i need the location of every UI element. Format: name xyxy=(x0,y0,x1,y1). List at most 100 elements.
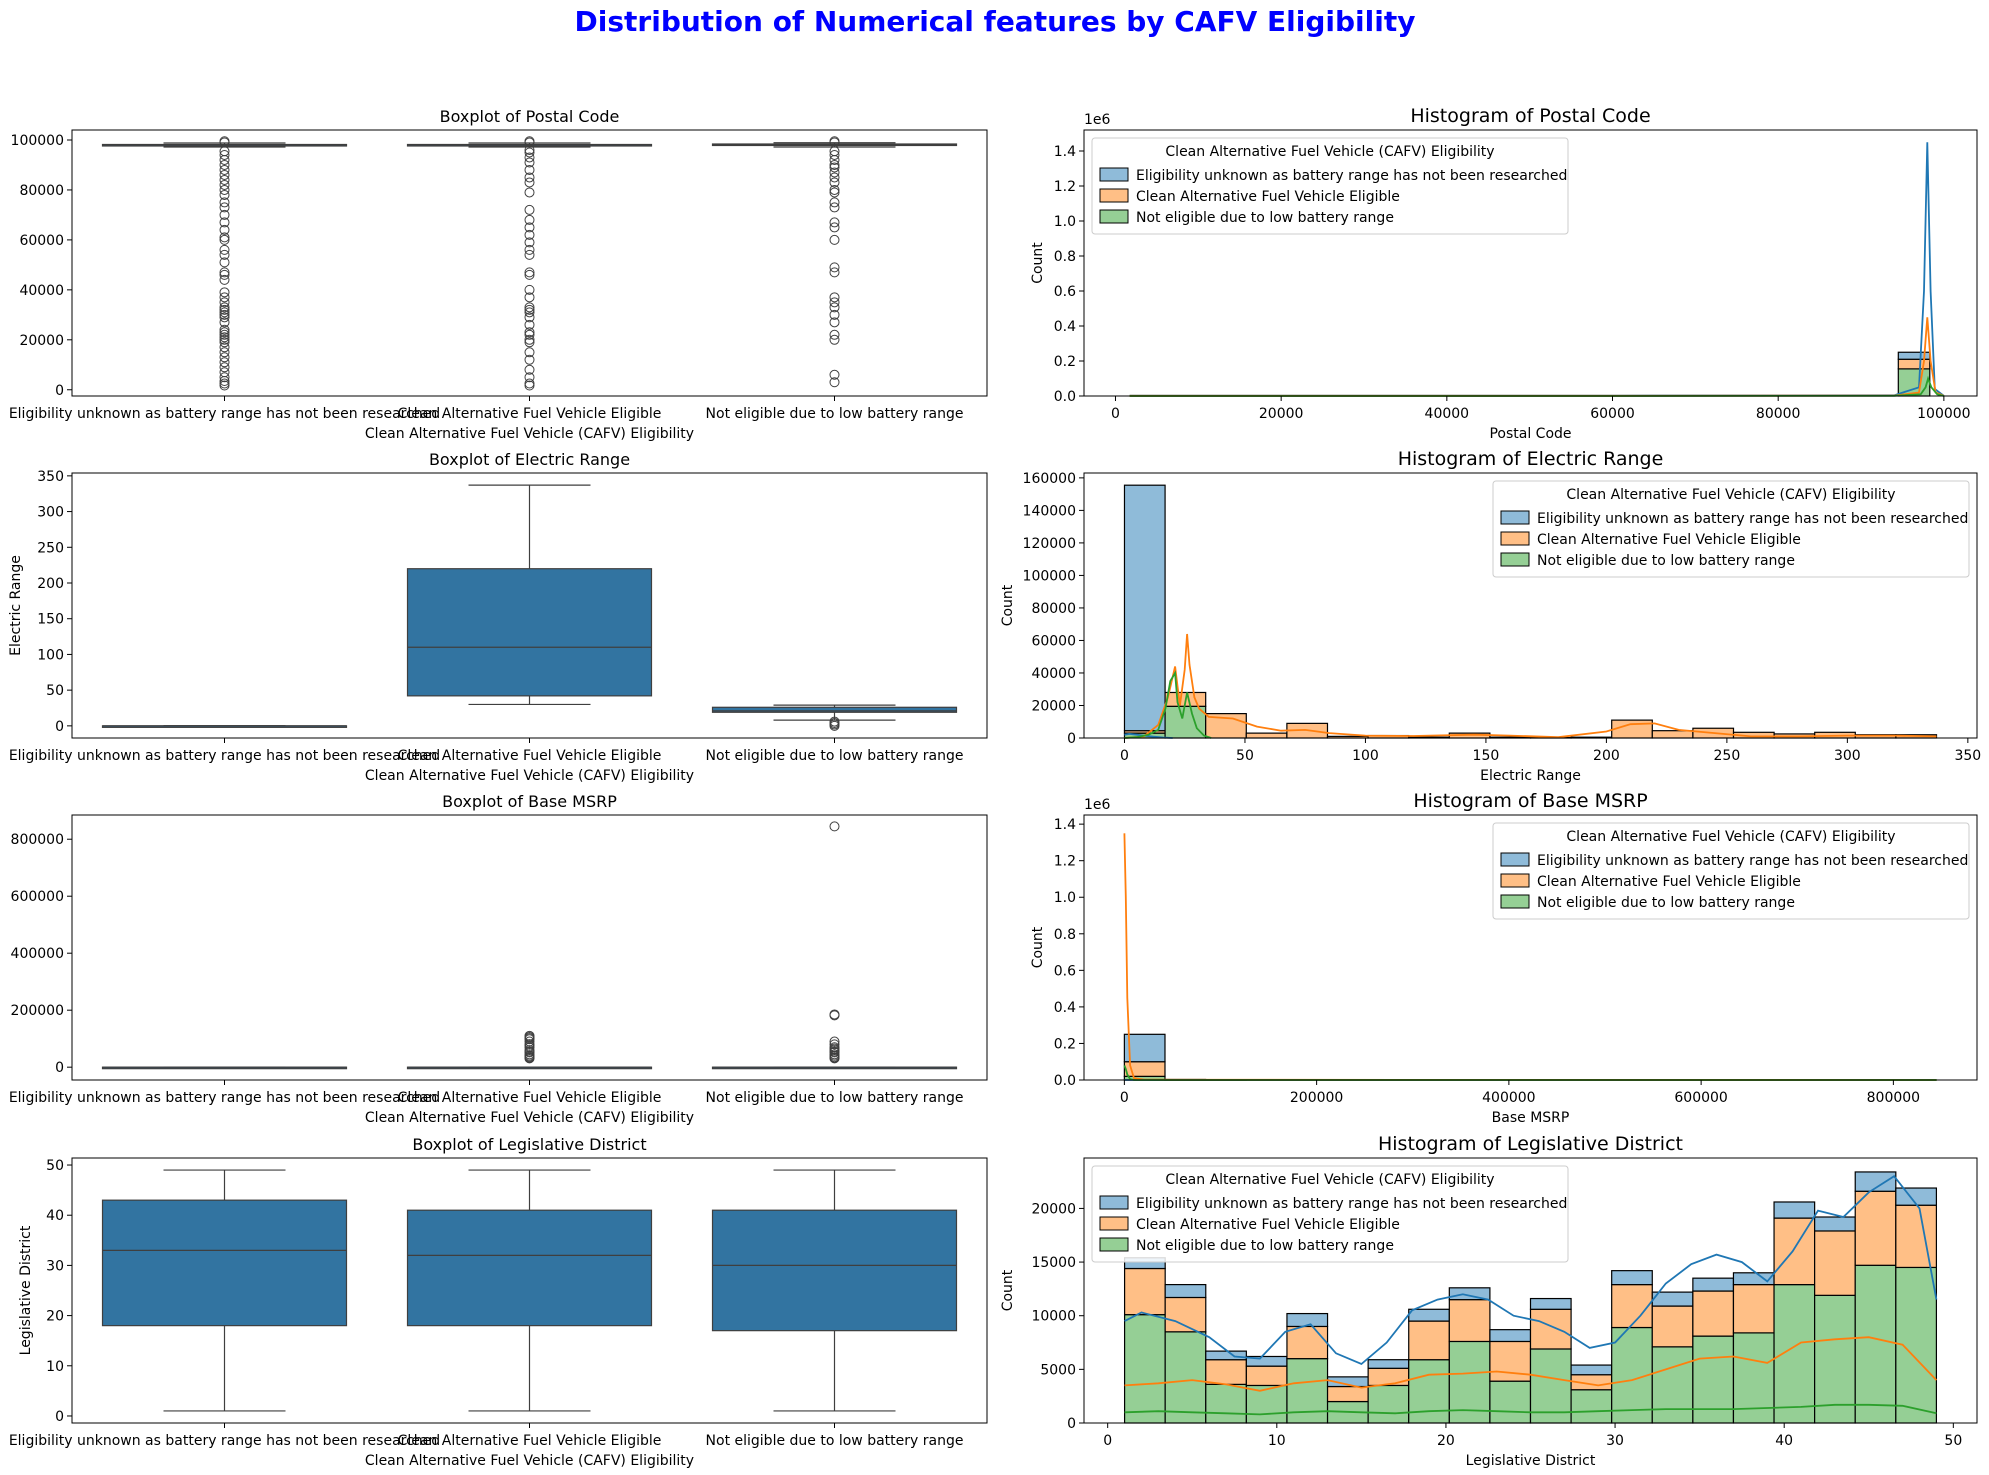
y-tick-label: 100000 xyxy=(11,133,64,149)
legend-label: Not eligible due to low battery range xyxy=(1136,210,1394,226)
box-flier xyxy=(219,287,230,298)
chart-title: Boxplot of Electric Range xyxy=(429,450,630,469)
hist-bar xyxy=(1529,1308,1572,1350)
box-flier xyxy=(524,302,535,313)
chart-title: Boxplot of Base MSRP xyxy=(442,792,617,811)
hist-bar xyxy=(1814,1230,1856,1296)
hist-bar xyxy=(1448,1287,1491,1301)
legend-box xyxy=(1091,1165,1569,1263)
box-flier xyxy=(219,209,230,220)
box-flier xyxy=(829,184,840,195)
box-flier xyxy=(219,334,230,345)
box-flier xyxy=(219,244,230,255)
chart-title: Boxplot of Legislative District xyxy=(412,1135,646,1154)
box-flier xyxy=(524,319,535,330)
hist-bar xyxy=(1651,730,1694,739)
y-tick-label: 150 xyxy=(37,612,64,628)
legend-box xyxy=(1492,822,1970,920)
x-tick-label: 60000 xyxy=(1590,406,1635,422)
x-tick-label: Eligibility unknown as battery range has… xyxy=(9,1433,440,1449)
box-flier xyxy=(219,267,230,278)
box-flier xyxy=(219,327,230,338)
y-tick-label: 50 xyxy=(46,683,64,699)
box-body xyxy=(711,1209,958,1332)
x-tick-label: 150 xyxy=(1473,748,1500,764)
box-flier xyxy=(219,136,230,147)
hist-bar xyxy=(1692,1290,1735,1337)
y-tick-label: 5000 xyxy=(1040,1362,1076,1378)
hist-bar xyxy=(1570,1364,1613,1376)
hist-bar xyxy=(1570,1389,1613,1424)
box-flier xyxy=(219,224,230,235)
y-tick-label: 1.4 xyxy=(1054,817,1076,833)
hist-bar xyxy=(1854,1171,1897,1192)
y-tick-label: 160000 xyxy=(1023,471,1076,487)
legend-label: Eligibility unknown as battery range has… xyxy=(1537,511,1968,527)
box-flier xyxy=(524,269,535,280)
box-flier xyxy=(219,234,230,245)
x-tick-label: 0 xyxy=(1120,1090,1129,1106)
box-flier xyxy=(219,329,230,340)
x-tick-label: 100000 xyxy=(1917,406,1970,422)
legend-swatch xyxy=(1099,188,1129,203)
y-tick-label: 40000 xyxy=(1031,666,1076,682)
box-flier xyxy=(829,202,840,213)
hist-bar xyxy=(1448,1299,1491,1343)
box-flier xyxy=(219,332,230,343)
box-flier xyxy=(219,257,230,268)
x-axis-label: Electric Range xyxy=(1480,768,1581,784)
box-flier xyxy=(829,234,840,245)
box-flier xyxy=(524,372,535,383)
legend-label: Clean Alternative Fuel Vehicle Eligible xyxy=(1136,1217,1400,1233)
kde-line xyxy=(1124,670,1212,739)
x-axis-label: Legislative District xyxy=(1466,1453,1596,1469)
y-tick-label: 60000 xyxy=(1031,633,1076,649)
box-flier xyxy=(524,244,535,255)
chart-title: Histogram of Base MSRP xyxy=(1413,790,1647,812)
box-flier xyxy=(524,177,535,188)
chart-title: Boxplot of Postal Code xyxy=(440,107,620,126)
y-tick-label: 0.6 xyxy=(1054,963,1076,979)
y-axis-label: Count xyxy=(1000,584,1016,626)
box-flier xyxy=(524,157,535,168)
y-tick-label: 600000 xyxy=(11,889,64,905)
x-tick-label: Not eligible due to low battery range xyxy=(706,748,964,764)
x-tick-label: 20000 xyxy=(1259,406,1304,422)
box-flier xyxy=(829,369,840,380)
hist-bar xyxy=(1245,1365,1288,1387)
x-tick-label: 80000 xyxy=(1756,406,1801,422)
box-flier xyxy=(524,337,535,348)
box-flier xyxy=(524,229,535,240)
legend-label: Not eligible due to low battery range xyxy=(1537,895,1795,911)
box-3 xyxy=(711,136,958,388)
y-tick-label: 250 xyxy=(37,540,64,556)
box-flier xyxy=(829,162,840,173)
x-tick-label: Eligibility unknown as battery range has… xyxy=(9,748,440,764)
box-flier xyxy=(524,1036,535,1047)
legend-label: Clean Alternative Fuel Vehicle Eligible xyxy=(1136,189,1400,205)
x-tick-label: 800000 xyxy=(1867,1090,1920,1106)
box-flier xyxy=(524,136,535,147)
box-flier xyxy=(219,312,230,323)
y-tick-label: 10 xyxy=(46,1359,64,1375)
hist-bar xyxy=(1814,1216,1856,1232)
box-flier xyxy=(219,202,230,213)
hist-bar xyxy=(1895,1204,1938,1269)
y-tick-label: 200000 xyxy=(11,1003,64,1019)
y-tick-label: 0.0 xyxy=(1054,389,1076,405)
x-tick-label: 10 xyxy=(1268,1433,1286,1449)
box-flier xyxy=(219,309,230,320)
x-tick-label: 40 xyxy=(1775,1433,1793,1449)
chart-panel-5: Boxplot of Base MSRP 0 200000 400000 600000 8… xyxy=(0,792,988,1126)
chart-panel-2: Histogram of Postal Code 0.0 0.2 0.4 0.6 0.8 1… xyxy=(1030,105,1978,442)
chart-panel-3: Boxplot of Electric Range 0 50 100 150 200 250… xyxy=(8,450,988,784)
box-flier xyxy=(829,159,840,170)
x-axis-label: Clean Alternative Fuel Vehicle (CAFV) El… xyxy=(365,768,694,784)
hist-bar xyxy=(1286,1358,1329,1424)
legend-label: Not eligible due to low battery range xyxy=(1136,1238,1394,1254)
box-flier xyxy=(219,217,230,228)
legend-swatch xyxy=(1500,852,1530,867)
box-flier xyxy=(829,317,840,328)
box-flier xyxy=(524,172,535,183)
